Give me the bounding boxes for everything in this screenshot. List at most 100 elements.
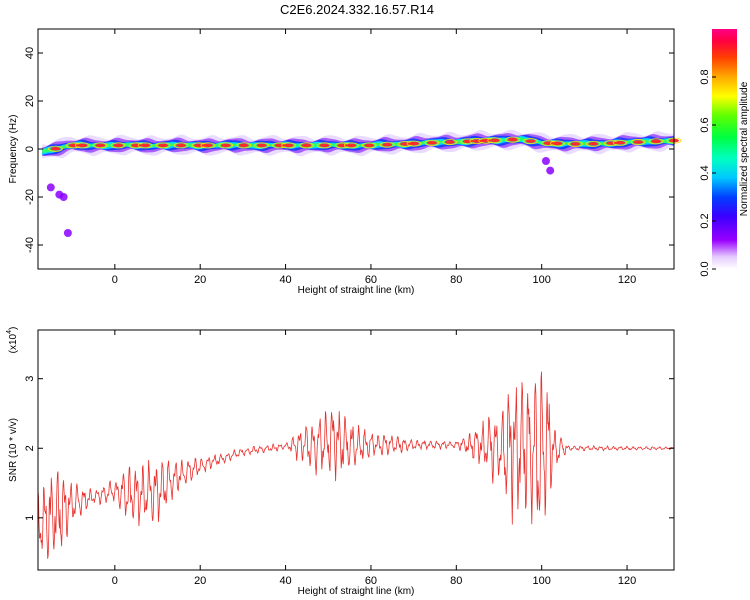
spectrogram-peak xyxy=(382,142,393,147)
x-tick-label: 0 xyxy=(112,274,118,286)
colorbar-gradient xyxy=(712,29,737,269)
spectrogram-peak xyxy=(274,143,285,148)
spectrogram-peak xyxy=(364,143,375,148)
spectrogram-x-label: Height of straight line (km) xyxy=(298,285,415,296)
spectrogram-peak-edge xyxy=(361,142,377,149)
spectrogram-peak-edge xyxy=(317,142,332,149)
y-tick-label: -40 xyxy=(24,237,36,253)
spectrogram-peak xyxy=(426,141,437,145)
spectrogram-peak xyxy=(220,143,231,148)
spectrogram-peak xyxy=(238,143,249,148)
colorbar-label: Normalized spectral amplitude xyxy=(739,81,750,216)
x-tick-label: 120 xyxy=(618,274,636,286)
y-tick-label: 0 xyxy=(24,146,36,152)
snr-y-scale-exp: 4 xyxy=(6,330,13,334)
spectrogram-peak xyxy=(140,143,151,148)
x-tick-label: 20 xyxy=(194,575,206,587)
spectrogram-peak xyxy=(283,143,294,148)
spectrogram-peak-edge xyxy=(48,145,63,152)
snr-series-line xyxy=(38,371,674,559)
spectrogram-peak-edge xyxy=(487,137,503,144)
svg-text:(x104): (x104) xyxy=(6,327,19,354)
spectrogram-peak-edge xyxy=(612,139,628,146)
y-tick-label: 1 xyxy=(24,515,36,521)
spectrogram-peak-edge xyxy=(424,139,440,146)
spectrogram-peak xyxy=(409,141,420,146)
snr-x-label: Height of straight line (km) xyxy=(298,586,415,597)
x-tick-label: 40 xyxy=(279,575,291,587)
spectrogram-peak xyxy=(131,143,142,148)
snr-panel: 0 20 40 60 80 100 120 3 2 1 Height of straight li… xyxy=(6,327,675,597)
spectrogram-peak xyxy=(552,141,563,146)
spectrogram-peak xyxy=(193,143,204,148)
spectrogram-peak-edge xyxy=(218,142,234,149)
spectrogram-panel: 0 20 40 60 80 100 120 40 20 0 -20 -40 Height of str… xyxy=(8,28,682,296)
spectrogram-peak xyxy=(651,139,662,144)
spectrogram-peak xyxy=(202,143,213,148)
x-tick-label: 100 xyxy=(532,274,550,286)
spectrogram-outlier xyxy=(541,157,550,165)
x-tick-label: 120 xyxy=(618,575,636,587)
colorbar-tick-label: 0.4 xyxy=(699,165,711,180)
x-tick-label: 20 xyxy=(194,274,206,286)
spectrogram-peak-edge xyxy=(299,142,314,149)
colorbar-ticks: 0.0 0.2 0.4 0.6 0.8 xyxy=(699,69,716,277)
snr-y-scale: (x104) xyxy=(6,327,19,354)
spectrogram-outlier xyxy=(59,193,68,201)
spectrogram-peak xyxy=(256,143,267,148)
x-tick-label: 40 xyxy=(279,274,291,286)
snr-ticks: 0 20 40 60 80 100 120 3 2 1 xyxy=(24,330,674,587)
y-tick-label: 40 xyxy=(24,47,36,59)
x-tick-label: 80 xyxy=(450,575,462,587)
colorbar: 0.0 0.2 0.4 0.6 0.8 Normalized spectral ampl… xyxy=(699,29,750,277)
spectrogram-peak-edge xyxy=(137,142,153,149)
spectrogram-peak-edge xyxy=(343,142,359,149)
spectrogram-peak-edge xyxy=(567,140,583,147)
spectrogram-peak-edge xyxy=(110,142,126,149)
spectrogram-peak-edge xyxy=(155,142,171,149)
spectrogram-outlier xyxy=(63,229,72,237)
colorbar-tick-label: 0.2 xyxy=(699,213,711,228)
spectrogram-peak-edge xyxy=(200,142,216,149)
spectrogram-peak xyxy=(444,140,455,144)
spectrogram-peak xyxy=(570,142,581,146)
x-tick-label: 60 xyxy=(365,575,377,587)
spectrogram-peak-edge xyxy=(92,142,108,149)
y-tick-label: 3 xyxy=(24,376,36,382)
spectrogram-peak xyxy=(337,143,348,148)
snr-y-label: SNR (10 * v/v) xyxy=(8,418,19,482)
x-tick-label: 0 xyxy=(112,575,118,587)
spectrogram-peak-edge xyxy=(523,138,538,145)
spectrogram-ticks: 0 20 40 60 80 100 120 40 20 0 -20 -40 xyxy=(24,29,674,286)
spectrogram-peak-edge xyxy=(281,142,296,149)
spectrogram-peak xyxy=(95,143,106,148)
spectrogram-peak-edge xyxy=(236,142,252,149)
spectrogram-peak xyxy=(489,138,500,143)
spectrogram-peak-edge xyxy=(254,142,270,149)
x-tick-label: 100 xyxy=(532,575,550,587)
spectrogram-peak xyxy=(525,139,536,143)
spectrogram-peak-edge xyxy=(442,139,458,146)
spectrogram-peak-edge xyxy=(379,141,395,148)
y-tick-label: -20 xyxy=(24,189,36,205)
x-tick-label: 80 xyxy=(450,274,462,286)
snr-y-scale-base: (x10 xyxy=(8,333,19,353)
spectrogram-peak xyxy=(633,140,644,144)
spectrogram-peak xyxy=(158,143,169,148)
spectrogram-peak xyxy=(346,143,357,148)
spectrogram-peak xyxy=(77,143,88,148)
spectrogram-peak-edge xyxy=(585,140,601,147)
spectrogram-peak xyxy=(319,143,330,148)
spectrogram-peak xyxy=(68,143,79,148)
colorbar-tick-label: 0.0 xyxy=(699,261,711,276)
spectrogram-peak xyxy=(50,146,61,151)
spectrogram-peak-edge xyxy=(173,142,189,149)
spectrogram-marks xyxy=(42,129,682,237)
spectrogram-peak xyxy=(175,143,186,148)
colorbar-tick-label: 0.8 xyxy=(699,69,711,84)
colorbar-tick-label: 0.6 xyxy=(699,117,711,132)
spectrogram-peak xyxy=(588,142,599,146)
spectrogram-peak xyxy=(113,143,124,148)
spectrogram-outlier xyxy=(46,183,55,192)
spectrogram-peak xyxy=(615,140,626,145)
